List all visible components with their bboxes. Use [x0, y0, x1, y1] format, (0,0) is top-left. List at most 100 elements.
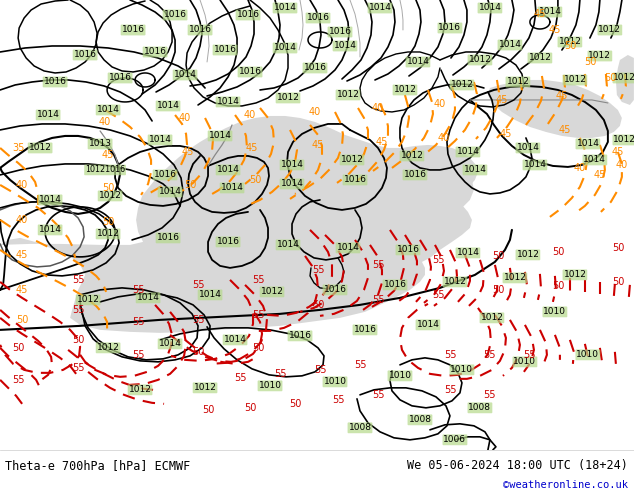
Text: 1014: 1014	[463, 166, 486, 174]
Text: 1016: 1016	[304, 64, 327, 73]
Text: 1014: 1014	[174, 71, 197, 79]
Text: 1014: 1014	[137, 294, 160, 302]
Text: 1016: 1016	[108, 74, 132, 82]
Text: 40: 40	[434, 99, 446, 109]
Text: 55: 55	[274, 369, 287, 379]
Text: 40: 40	[179, 113, 191, 123]
Text: 1016: 1016	[153, 171, 176, 179]
Text: 1010: 1010	[259, 381, 281, 391]
Text: 1012: 1012	[503, 273, 526, 282]
Text: 1014: 1014	[456, 248, 479, 257]
Text: 1016: 1016	[157, 233, 179, 243]
Text: 45: 45	[496, 95, 508, 105]
Text: 40: 40	[99, 117, 111, 127]
Text: 50: 50	[244, 403, 256, 413]
Text: 50: 50	[492, 285, 504, 295]
Text: 55: 55	[132, 285, 145, 295]
Text: 40: 40	[16, 180, 29, 190]
Text: 1010: 1010	[543, 307, 566, 317]
Text: 1012: 1012	[276, 94, 299, 102]
Text: 1016: 1016	[344, 175, 366, 184]
Text: 1014: 1014	[281, 160, 304, 170]
Text: 1016: 1016	[306, 14, 330, 23]
Text: 1012: 1012	[507, 77, 529, 86]
Text: 1014: 1014	[498, 41, 521, 49]
Text: 1014: 1014	[281, 179, 304, 189]
Text: 1012: 1012	[261, 287, 283, 296]
Text: 10121016: 10121016	[85, 166, 125, 174]
Text: 1008: 1008	[349, 423, 372, 432]
Text: 45: 45	[612, 147, 624, 157]
Text: 1012: 1012	[96, 343, 120, 352]
Text: 55: 55	[484, 350, 496, 360]
Polygon shape	[245, 145, 292, 210]
Text: 1014: 1014	[157, 101, 179, 110]
Text: 1014: 1014	[524, 160, 547, 170]
Text: 55: 55	[484, 390, 496, 400]
Text: 50: 50	[552, 247, 564, 257]
Text: 55: 55	[432, 255, 444, 265]
Text: 40: 40	[616, 160, 628, 170]
Text: 1012: 1012	[444, 277, 467, 286]
Polygon shape	[208, 178, 250, 210]
Text: 1014: 1014	[217, 166, 240, 174]
Polygon shape	[488, 80, 622, 138]
Text: 1014: 1014	[576, 140, 599, 148]
Text: 40: 40	[244, 110, 256, 120]
Text: 1012: 1012	[559, 37, 581, 47]
Text: 1016: 1016	[323, 285, 347, 294]
Text: 55: 55	[192, 315, 204, 325]
Text: 55: 55	[314, 365, 327, 375]
Text: 40: 40	[574, 163, 586, 173]
Text: 1012: 1012	[469, 55, 491, 65]
Text: 55: 55	[72, 275, 84, 285]
Text: 1012: 1012	[614, 74, 634, 82]
Text: 1016: 1016	[354, 325, 377, 334]
Text: 50: 50	[312, 300, 324, 310]
Text: 55: 55	[332, 395, 344, 405]
Text: 1014: 1014	[276, 241, 299, 249]
Text: 1014: 1014	[209, 131, 231, 141]
Text: 1014: 1014	[96, 105, 120, 115]
Text: 1012: 1012	[129, 385, 152, 394]
Text: 1016: 1016	[122, 25, 145, 34]
Text: 45: 45	[593, 170, 606, 180]
Text: 1012: 1012	[588, 51, 611, 60]
Text: 1012: 1012	[564, 270, 586, 279]
Text: 55: 55	[252, 310, 264, 320]
Text: 1014: 1014	[198, 291, 221, 299]
Text: 50: 50	[192, 347, 204, 357]
Text: 1012: 1012	[529, 53, 552, 63]
Text: 1014: 1014	[417, 320, 439, 329]
Text: 55: 55	[354, 360, 366, 370]
Text: 1016: 1016	[403, 171, 427, 179]
Text: 1016: 1016	[164, 10, 186, 20]
Text: 1016: 1016	[439, 24, 462, 32]
Text: 1012: 1012	[394, 85, 417, 95]
Text: 1006: 1006	[443, 435, 467, 444]
Text: 50: 50	[102, 217, 114, 227]
Text: 45: 45	[556, 91, 568, 101]
Text: 1014: 1014	[274, 44, 297, 52]
Text: 1016: 1016	[44, 77, 67, 86]
Text: 1014: 1014	[333, 42, 356, 50]
Text: 1016: 1016	[74, 50, 96, 59]
Text: 50: 50	[584, 57, 596, 67]
Text: 50: 50	[16, 315, 29, 325]
Text: 1016: 1016	[288, 331, 311, 341]
Text: 40: 40	[438, 133, 450, 143]
Text: 1012: 1012	[29, 144, 51, 152]
Text: 1012: 1012	[481, 314, 503, 322]
Polygon shape	[418, 168, 474, 215]
Text: 45: 45	[312, 140, 324, 150]
Text: 1012: 1012	[598, 25, 621, 34]
Text: 1014: 1014	[217, 98, 240, 106]
Text: 55: 55	[132, 350, 145, 360]
Text: 50: 50	[564, 41, 576, 51]
Text: 45: 45	[102, 150, 114, 160]
Text: 55: 55	[72, 363, 84, 373]
Text: 50: 50	[552, 281, 564, 291]
Text: 45: 45	[16, 250, 29, 260]
Text: 55: 55	[72, 305, 84, 315]
Text: 55: 55	[12, 375, 24, 385]
